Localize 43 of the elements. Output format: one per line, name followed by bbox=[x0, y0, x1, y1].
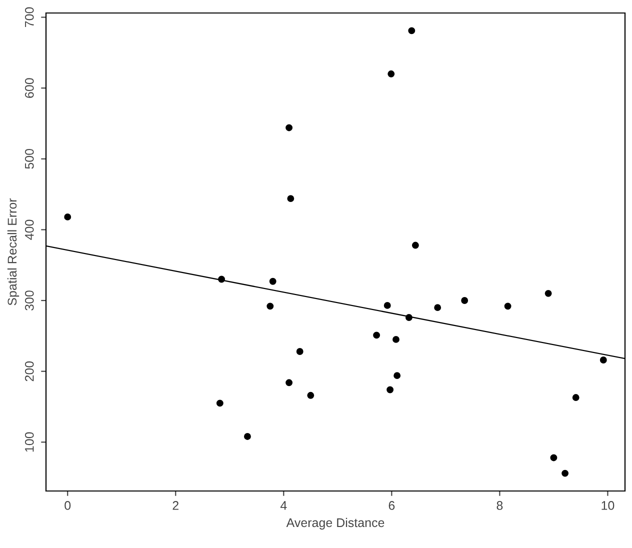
x-tick-label: 10 bbox=[602, 501, 614, 510]
point bbox=[405, 314, 412, 321]
point bbox=[562, 470, 569, 477]
point bbox=[394, 372, 401, 380]
point bbox=[461, 297, 468, 304]
y-tick-label: 100 bbox=[24, 432, 34, 452]
x-tick-label: 0 bbox=[64, 501, 71, 510]
point bbox=[286, 124, 293, 132]
point bbox=[412, 242, 419, 249]
y-tick-label: 400 bbox=[24, 220, 34, 240]
point bbox=[266, 302, 274, 310]
point bbox=[287, 195, 294, 202]
point bbox=[434, 304, 442, 312]
point bbox=[504, 302, 512, 310]
point bbox=[572, 394, 580, 401]
point bbox=[244, 433, 251, 440]
point bbox=[544, 290, 552, 297]
point bbox=[307, 392, 314, 399]
point bbox=[386, 386, 394, 394]
point bbox=[600, 356, 607, 364]
point bbox=[218, 276, 226, 283]
x-axis-title: Average Distance bbox=[286, 518, 384, 530]
y-tick-label: 600 bbox=[24, 78, 34, 98]
y-tick-label: 500 bbox=[24, 148, 34, 169]
y-tick-label: 200 bbox=[24, 361, 34, 382]
point bbox=[392, 336, 400, 343]
point bbox=[286, 379, 293, 386]
y-tick-label: 300 bbox=[24, 290, 34, 310]
y-tick-label: 700 bbox=[24, 7, 34, 28]
x-tick-label: 4 bbox=[280, 501, 287, 510]
point bbox=[384, 302, 391, 309]
x-tick-label: 8 bbox=[496, 501, 503, 510]
point bbox=[388, 70, 395, 78]
x-tick-label: 6 bbox=[388, 501, 395, 510]
y-axis-title: Spatial Recall Error bbox=[7, 198, 20, 306]
point bbox=[296, 348, 304, 355]
point bbox=[269, 278, 276, 285]
x-tick-label: 2 bbox=[172, 501, 178, 510]
point bbox=[550, 454, 558, 462]
point bbox=[216, 400, 224, 407]
point bbox=[408, 27, 416, 34]
point bbox=[64, 213, 72, 220]
point bbox=[373, 332, 380, 339]
